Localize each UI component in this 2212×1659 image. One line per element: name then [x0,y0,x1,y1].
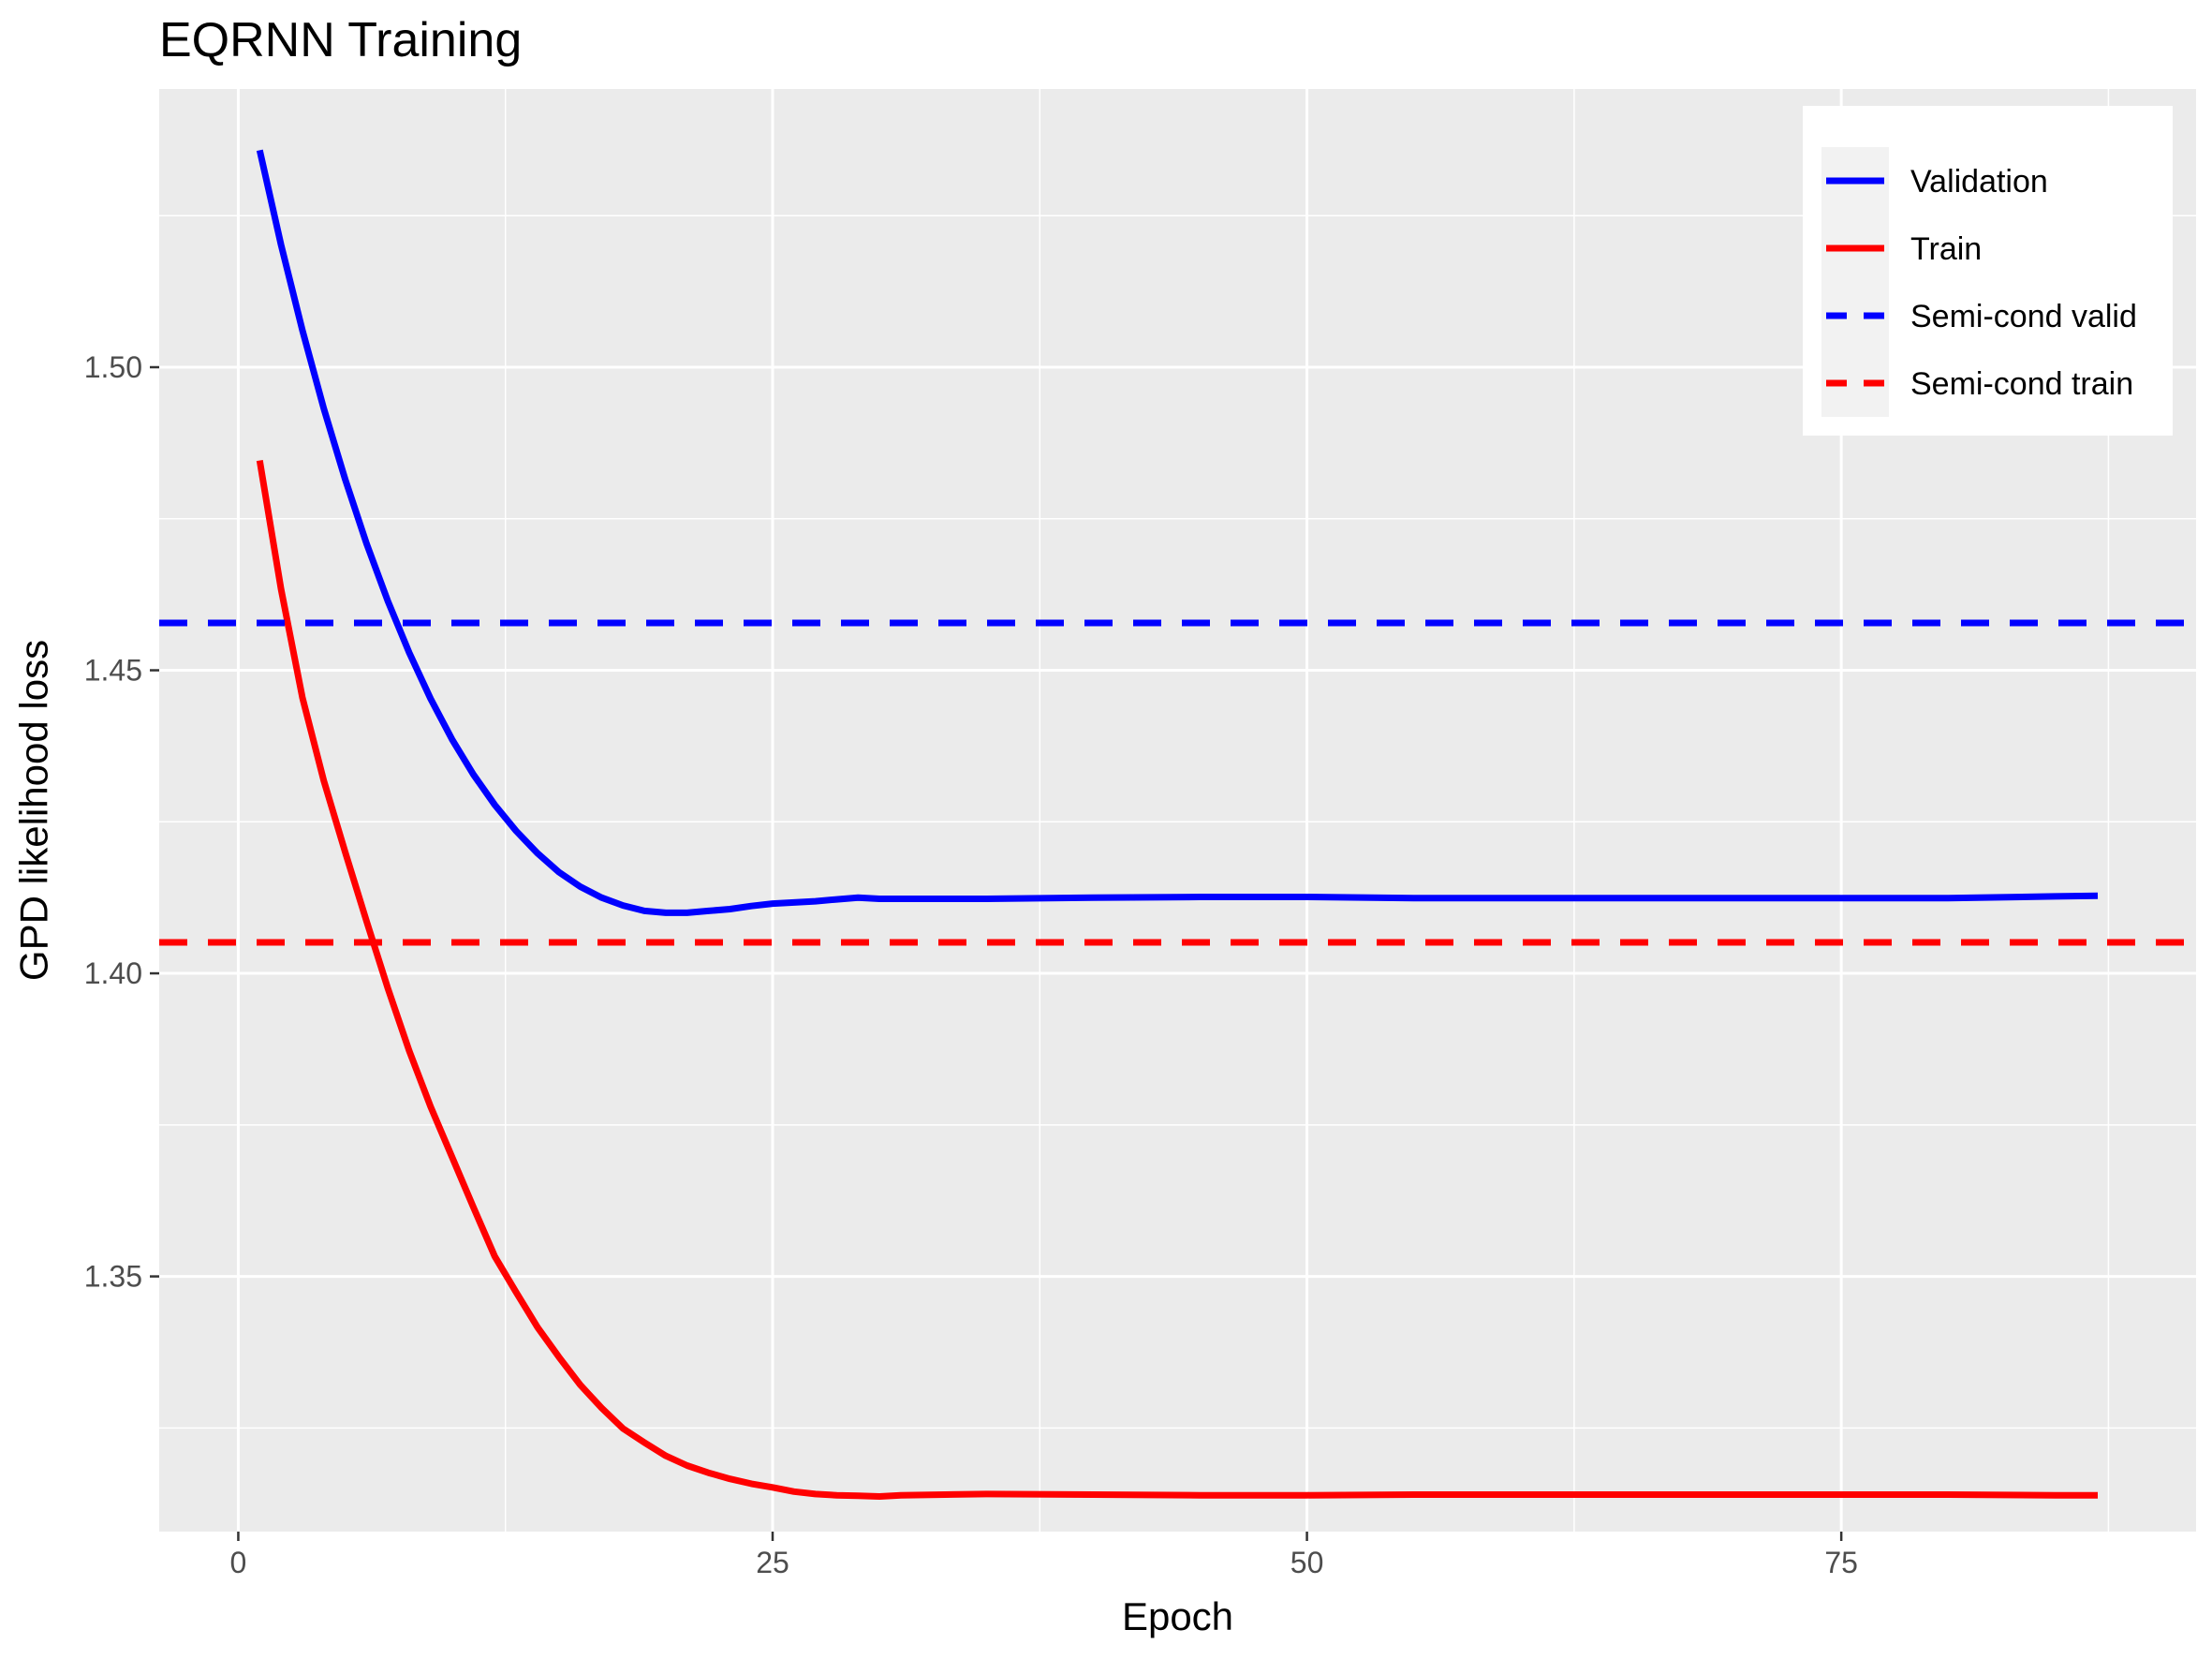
legend: Validation Train Semi-cond valid Semi-cond … [1803,106,2173,436]
series-train-line [256,460,2098,1500]
y-axis-title: GPD likelihood loss [12,640,56,981]
y-axis: 1.35 1.40 1.45 1.50 [84,350,159,1294]
legend-label-semi-cond-train: Semi-cond train [1910,366,2133,402]
x-tick-label: 25 [756,1546,789,1579]
y-tick-label: 1.50 [84,350,142,384]
series-validation-line [256,149,2099,916]
x-axis-title: Epoch [1122,1594,1233,1638]
legend-label-validation: Validation [1910,164,2048,200]
x-tick-label: 50 [1290,1546,1324,1579]
chart-title: EQRNN Training [159,13,522,67]
y-tick-label: 1.35 [84,1260,142,1294]
x-tick-label: 75 [1824,1546,1858,1579]
x-axis: 0 25 50 75 [230,1532,1858,1579]
legend-label-train: Train [1910,231,1982,267]
x-tick-label: 0 [230,1546,247,1579]
series-lines [159,149,2196,1500]
y-tick-label: 1.45 [84,654,142,688]
y-tick-label: 1.40 [84,956,142,990]
legend-label-semi-cond-valid: Semi-cond valid [1910,299,2137,334]
